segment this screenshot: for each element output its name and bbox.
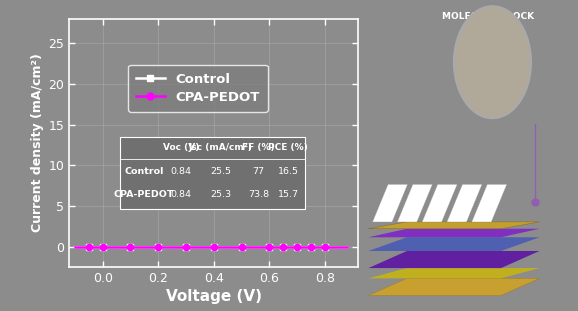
Polygon shape: [373, 185, 407, 222]
Text: Jsc (mA/cm²): Jsc (mA/cm²): [188, 143, 253, 152]
Legend: Control, CPA-PEDOT: Control, CPA-PEDOT: [128, 65, 268, 112]
Text: 25.5: 25.5: [210, 167, 231, 175]
Polygon shape: [398, 185, 432, 222]
Text: PCE (%): PCE (%): [268, 143, 308, 152]
Text: 73.8: 73.8: [248, 190, 269, 199]
Text: FF (%): FF (%): [242, 143, 275, 152]
Polygon shape: [368, 229, 539, 237]
Polygon shape: [447, 185, 482, 222]
Text: 0.84: 0.84: [171, 167, 192, 175]
Polygon shape: [368, 278, 539, 295]
Text: MOLECULAR LOCK: MOLECULAR LOCK: [442, 12, 534, 21]
FancyBboxPatch shape: [120, 137, 305, 209]
X-axis label: Voltage (V): Voltage (V): [166, 290, 262, 304]
Polygon shape: [423, 185, 457, 222]
Text: Control: Control: [124, 167, 164, 175]
Circle shape: [454, 6, 531, 118]
Text: 25.3: 25.3: [210, 190, 231, 199]
Text: 16.5: 16.5: [278, 167, 299, 175]
Polygon shape: [368, 251, 539, 268]
Text: Voc (V): Voc (V): [163, 143, 199, 152]
Y-axis label: Current density (mA/cm²): Current density (mA/cm²): [31, 53, 45, 233]
Text: 77: 77: [253, 167, 265, 175]
Polygon shape: [368, 222, 539, 229]
Text: 15.7: 15.7: [278, 190, 299, 199]
Polygon shape: [472, 185, 506, 222]
Text: 0.84: 0.84: [171, 190, 192, 199]
Polygon shape: [368, 268, 539, 278]
Polygon shape: [368, 237, 539, 251]
Text: CPA-PEDOT: CPA-PEDOT: [113, 190, 174, 199]
